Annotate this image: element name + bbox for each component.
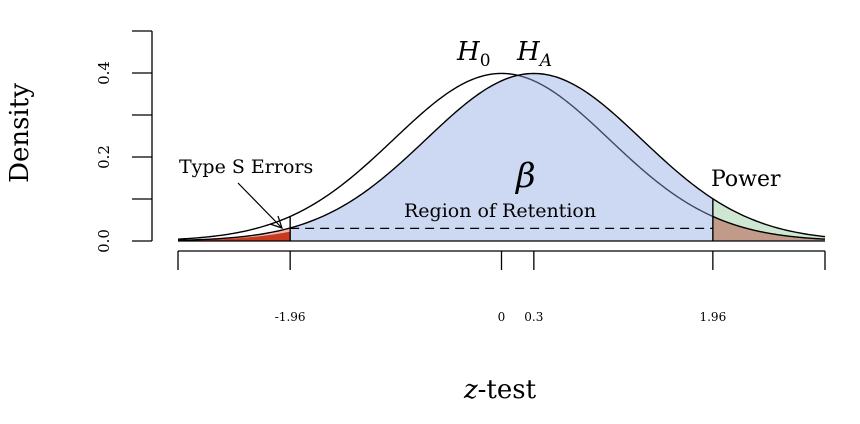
power-label: Power xyxy=(711,167,781,192)
x-axis-label-var: z xyxy=(463,375,478,405)
y-axis-label: Density xyxy=(5,83,35,183)
retention-label: Region of Retention xyxy=(404,200,596,222)
type-s-arrow xyxy=(237,182,282,228)
beta-label: β xyxy=(514,156,536,196)
power-overlap-region xyxy=(712,216,825,241)
x-axis-label: z-test xyxy=(463,375,537,405)
h0-label-main: H xyxy=(456,37,481,67)
ha-label-sub: A xyxy=(538,51,552,71)
type-s-arrowhead xyxy=(269,215,283,229)
plot-area xyxy=(177,72,826,242)
y-tick-label: 0.4 xyxy=(95,61,113,85)
ha-curve xyxy=(177,72,826,241)
h0-label-sub: 0 xyxy=(480,51,491,71)
h0-label: H0 xyxy=(456,37,491,71)
y-axis: 0.0 0.2 0.4 xyxy=(95,30,153,253)
x-axis: -1.96 0 0.3 1.96 xyxy=(177,250,826,324)
ha-label: HA xyxy=(516,37,552,71)
x-tick-label: 0.3 xyxy=(524,310,543,324)
type-s-region xyxy=(178,231,291,241)
y-tick-label: 0.2 xyxy=(95,145,113,169)
type-s-label: Type S Errors xyxy=(179,156,313,178)
h0-curve xyxy=(177,72,518,240)
x-tick-label: 1.96 xyxy=(699,310,726,324)
ha-label-main: H xyxy=(516,37,541,67)
h0-curve-tail xyxy=(712,215,826,240)
x-tick-label: -1.96 xyxy=(275,310,306,324)
x-tick-label: 0 xyxy=(498,310,506,324)
h0-curve-inner xyxy=(517,74,714,218)
retention-region xyxy=(290,73,713,241)
y-tick-label: 0.0 xyxy=(95,229,113,253)
x-axis-label-rest: -test xyxy=(478,375,537,405)
